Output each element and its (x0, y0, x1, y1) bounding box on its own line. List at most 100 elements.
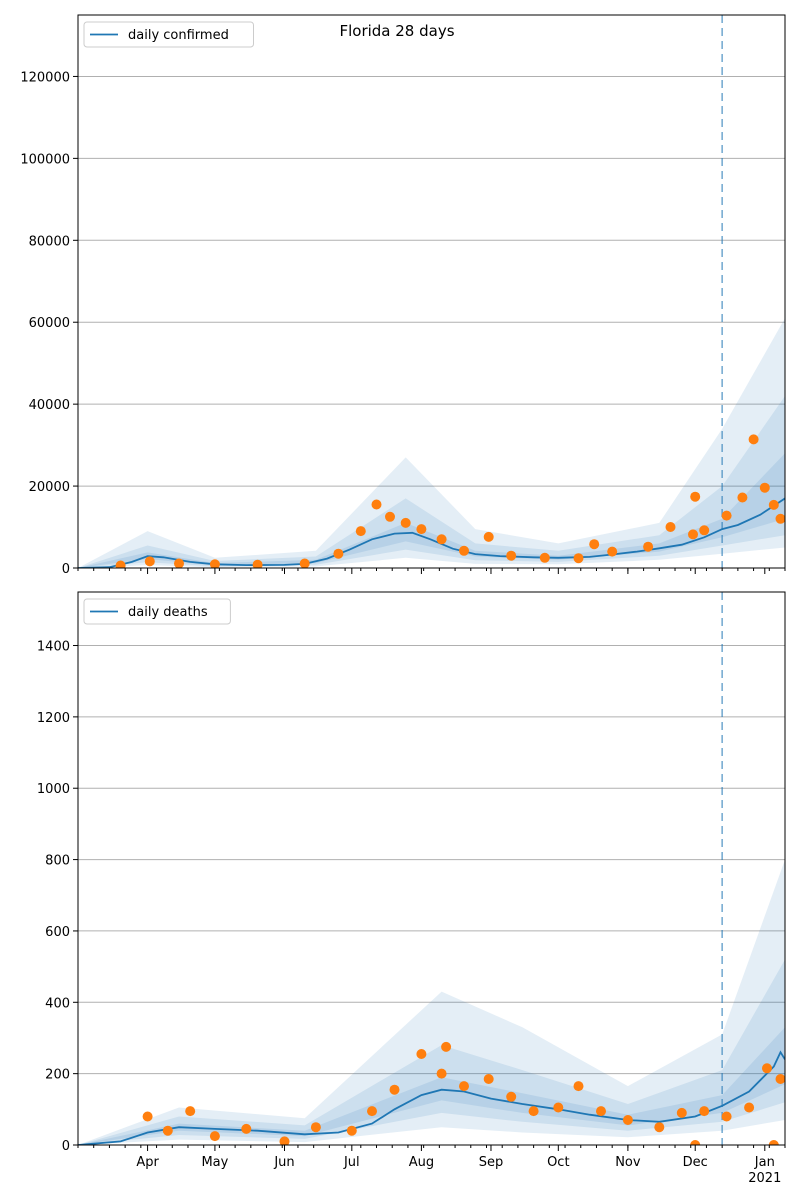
legend-label: daily deaths (128, 605, 208, 620)
observed-point (768, 1140, 779, 1145)
observed-point (721, 1111, 732, 1122)
x-tick-label: Apr (136, 1155, 159, 1170)
y-tick-label: 120000 (20, 70, 70, 85)
observed-point (775, 513, 785, 524)
observed-point (174, 558, 184, 568)
observed-point (528, 1106, 539, 1117)
observed-point (416, 1049, 427, 1059)
deaths-panel: 0 200 400 600 800 1000 1200 1400 Apr May Jun Jul Aug… (37, 591, 786, 1186)
observed-point (643, 541, 654, 552)
series-line (78, 497, 785, 568)
x-tick-label: Jul (343, 1155, 360, 1170)
band-inner (78, 1027, 785, 1145)
x-tick-label: 2021 (748, 1171, 781, 1186)
observed-point (690, 491, 701, 502)
observed-point (299, 558, 310, 568)
observed-point (654, 1122, 665, 1133)
observed-point (699, 1106, 710, 1117)
y-tick-label: 400 (45, 996, 70, 1011)
observed-point (688, 529, 698, 540)
observed-point (596, 1106, 606, 1117)
observed-point (737, 492, 748, 503)
observed-point (748, 434, 759, 445)
observed-point (441, 1041, 452, 1052)
legend-box (83, 21, 254, 48)
y-tick-label: 600 (45, 925, 70, 940)
observed-point (665, 522, 676, 532)
observed-point (553, 1102, 564, 1113)
legend: daily deaths (83, 598, 231, 625)
observed-point (676, 1107, 687, 1118)
y-tick-label: 200 (45, 1068, 70, 1083)
observed-point (573, 1081, 584, 1092)
observed-point (775, 1074, 785, 1084)
y-tick-label: 100000 (20, 152, 70, 167)
legend-box (83, 598, 231, 625)
x-tick-label: Sep (479, 1155, 504, 1170)
observed-point (759, 482, 770, 493)
observed-point (371, 499, 382, 510)
observed-point (115, 560, 126, 568)
observed-point (622, 1115, 633, 1125)
y-tick-label: 1200 (37, 711, 70, 726)
observed-point (744, 1102, 755, 1113)
axes-frame (77, 14, 786, 569)
y-tick-label: 60000 (29, 316, 70, 331)
observed-point (721, 510, 732, 521)
band-mid (78, 396, 785, 568)
y-tick-label: 1000 (37, 782, 70, 797)
observed-point (279, 1136, 290, 1145)
y-tick-label: 0 (62, 1139, 70, 1154)
observed-point (506, 550, 517, 561)
y-tick-label: 20000 (29, 480, 70, 495)
observed-point (144, 556, 155, 567)
y-tick-label: 40000 (29, 398, 70, 413)
y-tick-label: 800 (45, 854, 70, 869)
observed-point (185, 1106, 196, 1117)
observed-point (209, 1131, 220, 1142)
observed-point (310, 1122, 321, 1133)
observed-point (385, 511, 395, 522)
observed-point (162, 1125, 173, 1136)
observed-point (459, 1081, 469, 1092)
band-outer (78, 859, 785, 1145)
x-tick-label: Oct (547, 1155, 569, 1170)
observed-point (699, 525, 710, 536)
observed-point (241, 1123, 252, 1134)
legend: daily confirmed (83, 21, 254, 48)
observed-point (483, 1074, 494, 1084)
observed-point (346, 1125, 357, 1136)
y-tick-label: 0 (62, 562, 70, 577)
observed-point (367, 1106, 377, 1117)
observed-point (690, 1140, 701, 1145)
observed-point (483, 531, 494, 542)
x-tick-label: Jan (754, 1155, 775, 1170)
observed-point (333, 548, 344, 559)
observed-point (607, 546, 618, 557)
observed-point (768, 499, 779, 510)
x-tick-label: Dec (683, 1155, 708, 1170)
y-tick-label: 1400 (37, 640, 70, 655)
band-outer (78, 318, 785, 568)
x-tick-label: Nov (615, 1155, 641, 1170)
observed-point (142, 1111, 153, 1122)
observed-point (506, 1091, 517, 1102)
observed-point (436, 1068, 447, 1079)
observed-point (416, 524, 427, 535)
x-tick-label: Aug (409, 1155, 434, 1170)
observed-point (400, 517, 411, 528)
observed-point (355, 526, 366, 537)
chart-title: Florida 28 days (339, 22, 454, 40)
observed-point (539, 552, 550, 563)
observed-point (589, 539, 600, 550)
observed-point (389, 1084, 400, 1095)
plot-area (78, 592, 785, 1145)
observed-point (436, 534, 447, 545)
x-tick-label: May (201, 1155, 228, 1170)
plot-area (78, 15, 785, 568)
y-tick-label: 80000 (29, 234, 70, 249)
legend-label: daily confirmed (128, 28, 229, 43)
observed-point (252, 559, 263, 568)
band-mid (78, 959, 785, 1145)
series-line (78, 1050, 785, 1145)
